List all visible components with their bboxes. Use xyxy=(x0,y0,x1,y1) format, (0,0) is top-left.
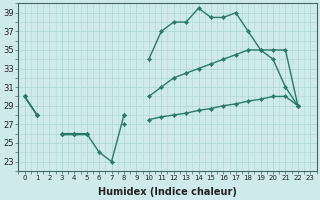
X-axis label: Humidex (Indice chaleur): Humidex (Indice chaleur) xyxy=(98,187,237,197)
